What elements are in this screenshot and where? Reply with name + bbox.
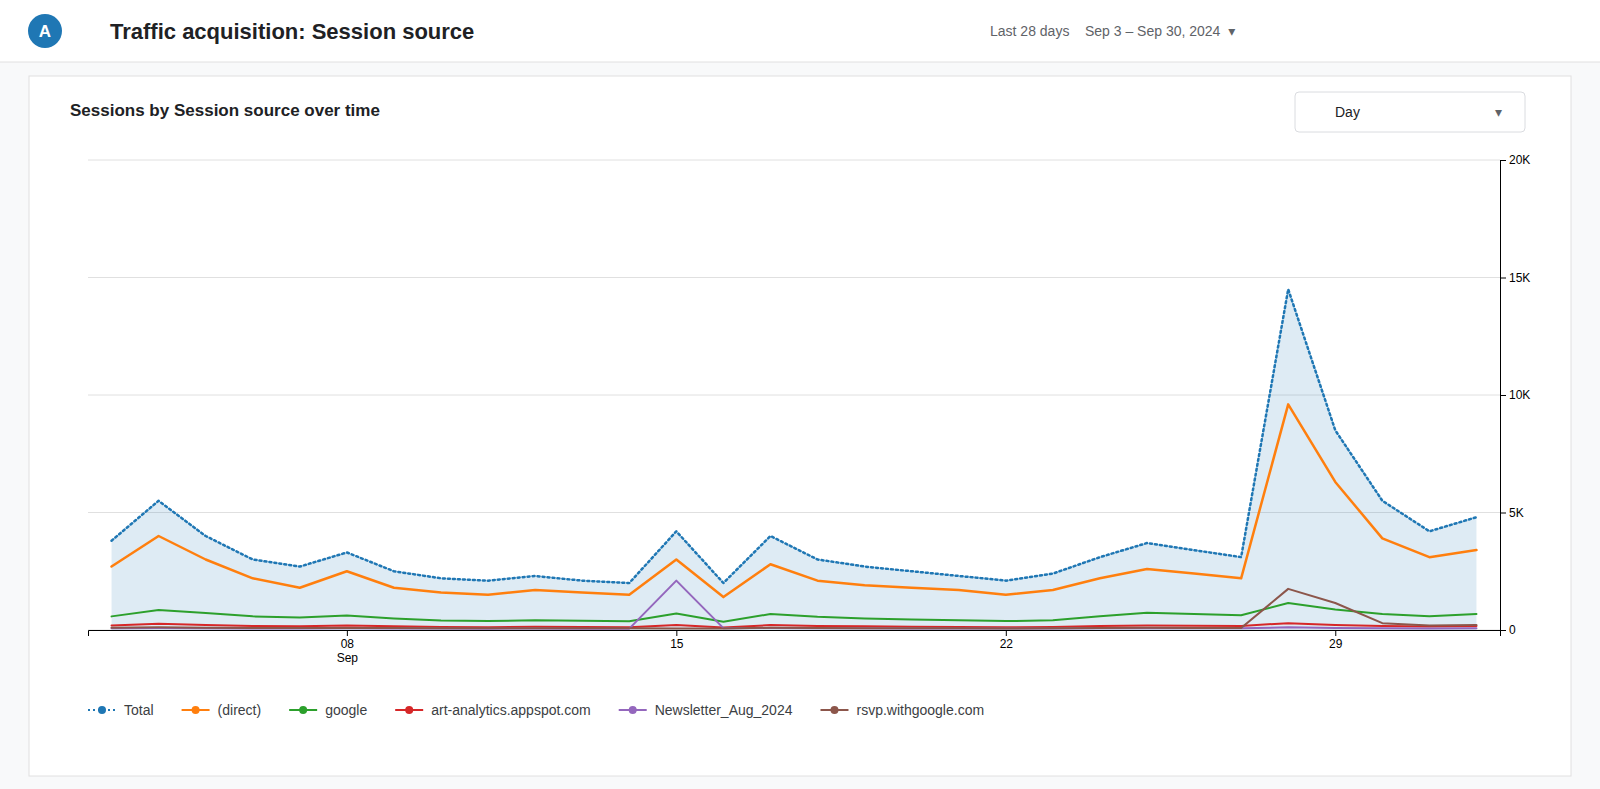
x-tick-label: 29 (1329, 637, 1343, 651)
x-tick-label: 15 (670, 637, 684, 651)
page-background (0, 0, 1600, 789)
y-tick-mark (1500, 160, 1506, 161)
series-line (112, 289, 1477, 583)
x-tick-mark (347, 630, 348, 636)
y-tick-label: 15K (1509, 271, 1530, 285)
y-tick-mark (1500, 395, 1506, 396)
y-axis: 0 5K 10K 15K 20K (1500, 153, 1530, 637)
x-tick-label: 08Sep (337, 637, 359, 665)
legend-label: Newsletter_Aug_2024 (655, 702, 793, 718)
series-line (112, 404, 1477, 597)
avatar-letter: A (39, 22, 51, 41)
series-line (112, 589, 1477, 629)
dropdown-arrow[interactable]: ▾ (1495, 104, 1502, 120)
dropdown-label[interactable]: Day (1335, 104, 1360, 120)
legend-label: (direct) (218, 702, 262, 718)
date-range[interactable]: Last 28 days Sep 3 – Sep 30, 2024 ▾ (990, 23, 1235, 39)
legend-item[interactable]: google (289, 702, 367, 718)
grid-line (88, 160, 1500, 161)
legend-dot (629, 706, 637, 714)
y-tick: 20K (1500, 153, 1530, 167)
y-tick-label: 5K (1509, 506, 1524, 520)
header-title: Traffic acquisition: Session source (110, 19, 474, 44)
y-tick-mark (1500, 513, 1506, 514)
y-tick: 10K (1500, 388, 1530, 402)
dropdown-box[interactable] (1295, 92, 1525, 132)
y-tick: 5K (1500, 506, 1524, 520)
series-area (112, 289, 1477, 630)
legend-label: Total (124, 702, 154, 718)
y-tick-label: 10K (1509, 388, 1530, 402)
header-background (0, 0, 1600, 62)
legend-dot (299, 706, 307, 714)
legend: Total (direct) google art-analytics.appspot… (88, 702, 984, 718)
y-tick-mark (1500, 278, 1506, 279)
legend-dot (830, 706, 838, 714)
legend-dot (192, 706, 200, 714)
legend-dot (405, 706, 413, 714)
y-tick: 15K (1500, 271, 1530, 285)
grid-line (88, 277, 1500, 278)
plot-marks (112, 289, 1477, 630)
legend-item[interactable]: Total (88, 702, 154, 718)
legend-dot (98, 706, 106, 714)
legend-item[interactable]: rsvp.withgoogle.com (820, 702, 984, 718)
legend-label: art-analytics.appspot.com (431, 702, 591, 718)
x-tick-mark (1006, 630, 1007, 636)
y-tick-label: 20K (1509, 153, 1530, 167)
legend-item[interactable]: (direct) (182, 702, 262, 718)
x-tick: 29 (1329, 630, 1343, 651)
header: A Traffic acquisition: Session source Last… (0, 0, 1600, 62)
legend-label: rsvp.withgoogle.com (856, 702, 984, 718)
legend-label: google (325, 702, 367, 718)
y-axis-line (1501, 161, 1507, 631)
series-line (112, 581, 1477, 629)
legend-item[interactable]: Newsletter_Aug_2024 (619, 702, 793, 718)
x-axis-line (89, 631, 1501, 637)
y-tick: 0 (1500, 623, 1516, 637)
panel (29, 76, 1571, 776)
x-tick-label: 22 (1000, 637, 1014, 651)
y-tick-label: 0 (1509, 623, 1516, 637)
x-tick-mark (676, 630, 677, 636)
avatar (28, 14, 62, 48)
header-separator (0, 62, 1600, 63)
day-dropdown[interactable]: Day ▾ (1295, 92, 1525, 132)
series-line (112, 603, 1477, 622)
x-tick-mark (1335, 630, 1336, 636)
x-tick: 08Sep (337, 630, 359, 665)
x-tick: 15 (670, 630, 684, 651)
x-tick: 22 (1000, 630, 1014, 651)
x-axis: 08Sep 15 22 29 (89, 630, 1501, 665)
chart-svg: A Traffic acquisition: Session source Last… (0, 0, 1600, 789)
grid (88, 160, 1500, 630)
chart-title: Sessions by Session source over time (70, 101, 380, 120)
legend-item[interactable]: art-analytics.appspot.com (395, 702, 591, 718)
